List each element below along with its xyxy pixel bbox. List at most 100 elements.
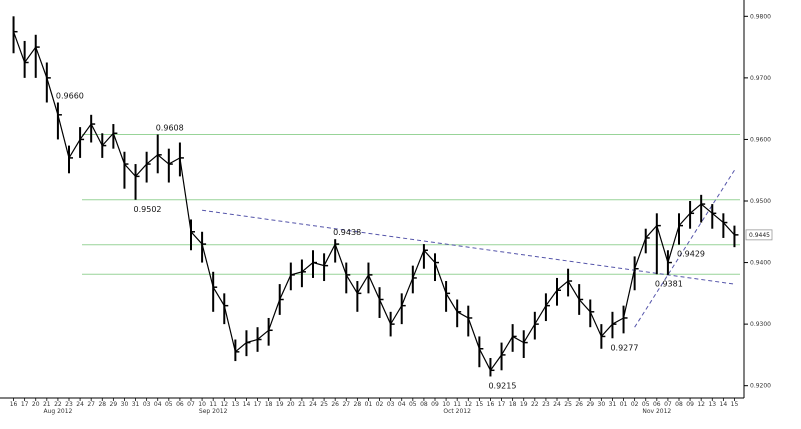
x-tick-label-5: 23 <box>65 401 73 408</box>
x-tick-label-18: 11 <box>209 401 217 408</box>
price-bar-28 <box>323 253 329 282</box>
x-tick-label-50: 25 <box>564 401 572 408</box>
price-bar-32 <box>367 262 373 294</box>
price-bars <box>12 16 739 377</box>
x-tick-label-58: 06 <box>653 401 661 408</box>
x-tick-label-53: 30 <box>598 401 606 408</box>
x-tick-label-44: 17 <box>498 401 506 408</box>
y-tick-label-4: 0.9400 <box>750 260 771 267</box>
x-tick-label-11: 31 <box>132 401 140 408</box>
x-tick-label-3: 21 <box>43 401 51 408</box>
x-tick-label-0: 16 <box>10 401 18 408</box>
annotation-4: 0.9215 <box>488 381 516 390</box>
x-tick-label-47: 22 <box>531 401 539 408</box>
x-tick-label-39: 10 <box>442 401 450 408</box>
x-tick-label-52: 29 <box>586 401 594 408</box>
annotation-3: 0.9438 <box>333 228 361 237</box>
x-tick-label-27: 24 <box>309 401 317 408</box>
price-bar-55 <box>622 305 628 334</box>
x-tick-label-63: 13 <box>708 401 716 408</box>
x-tick-label-49: 24 <box>553 401 561 408</box>
x-tick-label-6: 24 <box>76 401 84 408</box>
price-bar-62 <box>700 194 706 223</box>
x-tick-label-60: 08 <box>675 401 683 408</box>
price-bar-14 <box>167 148 173 183</box>
y-tick-label-6: 0.9200 <box>750 383 771 390</box>
price-bar-4 <box>56 102 62 140</box>
price-bar-13 <box>156 134 162 174</box>
price-bar-10 <box>123 151 129 189</box>
x-tick-label-38: 09 <box>431 401 439 408</box>
price-bar-19 <box>223 293 229 325</box>
x-tick-label-55: 01 <box>620 401 628 408</box>
x-tick-label-40: 11 <box>453 401 461 408</box>
x-tick-label-26: 21 <box>298 401 306 408</box>
trendlines <box>202 169 735 328</box>
price-bar-41 <box>467 305 473 337</box>
price-bar-5 <box>68 145 73 174</box>
x-tick-label-36: 05 <box>409 401 417 408</box>
x-tick-label-19: 12 <box>220 401 228 408</box>
annotation-5: 0.9277 <box>610 343 638 352</box>
x-tick-label-34: 03 <box>387 401 395 408</box>
y-axis: 0.9800 0.9700 0.9600 0.9500 0.9400 0.9300 0.92… <box>743 0 773 398</box>
price-bar-2 <box>34 34 40 78</box>
x-axis: 16 17 20 21 22 23 24 27 28 29 30 31 03 04 05 06 07 10 11 12… <box>0 397 744 415</box>
close-line <box>12 31 735 372</box>
x-month-label-1: Sep 2012 <box>199 408 228 415</box>
price-bar-35 <box>400 293 406 325</box>
annotation-1: 0.9608 <box>156 124 184 133</box>
x-tick-label-28: 25 <box>320 401 328 408</box>
price-bar-37 <box>422 244 428 269</box>
price-bar-0 <box>12 16 18 54</box>
last-value-label: 0.9445 <box>749 232 770 239</box>
x-month-label-2: Oct 2012 <box>443 408 471 415</box>
x-tick-label-51: 26 <box>575 401 583 408</box>
x-tick-label-35: 04 <box>398 401 406 408</box>
x-tick-label-15: 06 <box>176 401 184 408</box>
x-tick-label-25: 20 <box>287 401 295 408</box>
price-bar-58 <box>655 213 661 275</box>
x-tick-label-10: 30 <box>121 401 129 408</box>
annotation-7: 0.9429 <box>677 250 705 259</box>
x-tick-label-65: 15 <box>731 401 739 408</box>
price-bar-52 <box>589 299 595 328</box>
price-bar-33 <box>378 287 384 318</box>
price-bar-26 <box>300 259 306 288</box>
price-annotations: 0.9660 0.9608 0.9502 0.9438 0.9215 0.9277 0.93… <box>56 92 705 391</box>
x-tick-label-61: 09 <box>686 401 694 408</box>
x-tick-label-30: 27 <box>342 401 350 408</box>
annotation-0: 0.9660 <box>56 92 84 101</box>
price-bar-46 <box>522 330 528 358</box>
x-tick-label-56: 02 <box>631 401 639 408</box>
price-bar-47 <box>533 311 539 340</box>
trendline-0 <box>202 209 735 285</box>
annotation-2: 0.9502 <box>134 205 162 214</box>
price-bar-11 <box>134 164 140 200</box>
annotation-6: 0.9381 <box>655 279 683 288</box>
x-tick-label-9: 29 <box>110 401 118 408</box>
x-tick-label-31: 28 <box>354 401 362 408</box>
price-bar-31 <box>356 281 362 312</box>
price-bar-65 <box>733 225 739 248</box>
price-bar-38 <box>434 253 439 282</box>
x-tick-label-2: 20 <box>32 401 40 408</box>
price-bar-3 <box>45 62 51 103</box>
price-bar-25 <box>289 262 295 291</box>
x-tick-label-41: 12 <box>464 401 472 408</box>
x-tick-label-42: 15 <box>476 401 484 408</box>
x-tick-label-43: 16 <box>487 401 495 408</box>
x-tick-label-4: 22 <box>54 401 62 408</box>
price-bar-48 <box>544 293 550 322</box>
y-tick-label-2: 0.9600 <box>750 136 771 143</box>
x-tick-label-37: 08 <box>420 401 428 408</box>
price-bar-44 <box>500 342 506 371</box>
x-tick-label-12: 03 <box>143 401 151 408</box>
x-tick-label-64: 14 <box>720 401 728 408</box>
x-tick-label-45: 18 <box>509 401 517 408</box>
x-tick-label-7: 27 <box>87 401 95 408</box>
last-value-box <box>745 229 773 241</box>
x-tick-label-20: 13 <box>232 401 240 408</box>
x-tick-label-14: 05 <box>165 401 173 408</box>
